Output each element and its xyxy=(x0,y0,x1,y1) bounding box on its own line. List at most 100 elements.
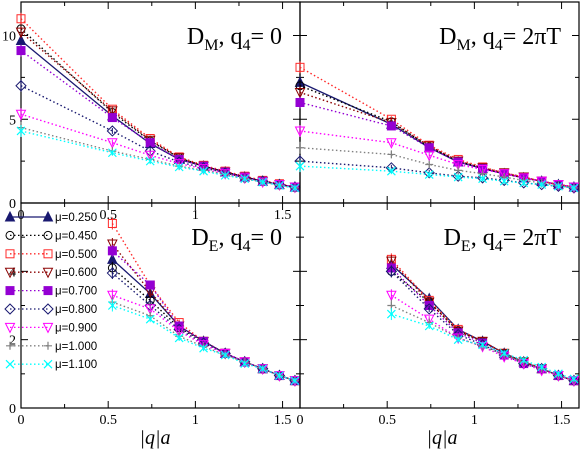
data-point xyxy=(16,126,26,136)
legend: μ=0.250 μ=0.450 μ=0.500 μ=0.600 μ=0.700 μ=0.8… xyxy=(4,210,97,371)
series-line xyxy=(299,66,575,188)
data-point xyxy=(290,376,300,386)
data-point xyxy=(106,267,119,279)
data-point xyxy=(478,174,487,184)
y-tick-label: 2 xyxy=(9,334,16,349)
data-point xyxy=(423,303,435,315)
data-point xyxy=(16,46,26,56)
x-tick-label: 0.5 xyxy=(99,413,117,428)
series-2 xyxy=(386,253,579,386)
data-point xyxy=(145,314,155,324)
legend-marker xyxy=(5,249,15,259)
x-tick-label: 1.5 xyxy=(274,413,292,428)
data-point xyxy=(518,173,530,184)
data-point xyxy=(107,219,117,228)
series-3 xyxy=(107,238,301,387)
data-point xyxy=(478,340,487,350)
series-line xyxy=(20,40,296,188)
data-point xyxy=(424,321,434,331)
panel-1: DM, q4= 2πT xyxy=(294,1,580,204)
title-part: = 2πT xyxy=(503,24,562,50)
legend-entry: μ=0.700 xyxy=(5,286,97,298)
legend-label: μ=1.000 xyxy=(55,341,97,353)
legend-entry: μ=1.000 xyxy=(6,341,97,353)
data-point xyxy=(295,62,305,72)
data-point xyxy=(220,350,230,360)
series-4 xyxy=(16,44,300,192)
data-point xyxy=(387,150,396,159)
data-point xyxy=(519,355,529,365)
data-point xyxy=(107,106,118,117)
series-0 xyxy=(15,34,301,192)
title-subscript: 4 xyxy=(242,37,250,54)
data-point xyxy=(15,27,27,39)
series-8 xyxy=(386,308,579,384)
legend-marker xyxy=(4,303,16,315)
data-point xyxy=(477,165,488,176)
data-point xyxy=(240,359,250,369)
data-point xyxy=(569,374,579,384)
title-part: , q xyxy=(218,24,242,50)
series-line xyxy=(20,28,296,188)
title-part: = 0 xyxy=(250,225,282,251)
series-line xyxy=(299,130,575,188)
data-point xyxy=(386,256,397,268)
data-point xyxy=(295,98,305,107)
series-line xyxy=(20,113,296,188)
panel-title: DE, q4= 2πT xyxy=(444,225,562,255)
series-5 xyxy=(15,79,301,193)
legend-marker xyxy=(43,359,53,369)
series-3 xyxy=(294,86,580,194)
title-subscript: M xyxy=(204,37,218,54)
title-part: , q xyxy=(218,225,242,251)
legend-marker xyxy=(4,267,16,279)
series-5 xyxy=(385,265,580,387)
legend-marker xyxy=(5,230,15,240)
data-point xyxy=(173,326,185,338)
series-3 xyxy=(15,26,301,194)
y-tick-label: 5 xyxy=(9,113,16,128)
series-4 xyxy=(386,261,579,386)
data-point xyxy=(535,363,548,375)
legend-marker xyxy=(4,210,16,222)
data-point xyxy=(386,138,397,149)
series-line xyxy=(390,267,575,382)
data-point xyxy=(386,121,396,131)
series-8 xyxy=(295,160,579,193)
title-part: D xyxy=(187,24,204,50)
data-point xyxy=(553,369,563,379)
data-point xyxy=(295,161,305,171)
data-point xyxy=(499,348,509,358)
legend-label: μ=0.800 xyxy=(55,304,97,316)
x-tick-label: 1 xyxy=(471,413,478,428)
data-point xyxy=(519,178,529,188)
data-point xyxy=(174,333,184,343)
legend-entry: μ=0.250 xyxy=(4,210,97,224)
data-point xyxy=(537,180,547,189)
x-tick-label: 1.5 xyxy=(553,413,571,428)
series-line xyxy=(299,91,575,188)
data-point xyxy=(424,170,434,179)
series-line xyxy=(299,81,575,188)
title-part: = 0 xyxy=(250,24,282,50)
data-point xyxy=(499,176,509,186)
legend-label: μ=0.600 xyxy=(55,267,97,279)
data-point xyxy=(385,265,398,278)
legend-marker xyxy=(5,359,15,369)
series-line xyxy=(299,85,575,188)
data-point xyxy=(258,177,268,187)
legend-label: μ=0.250 xyxy=(55,212,97,224)
series-1 xyxy=(107,261,300,386)
data-point xyxy=(453,335,463,345)
data-point xyxy=(294,126,306,138)
x-tick-label: 0 xyxy=(18,413,25,428)
series-line xyxy=(391,304,575,382)
data-point xyxy=(498,349,510,361)
title-subscript: E xyxy=(209,238,219,255)
y-tick-label: 0 xyxy=(9,197,16,212)
panel-2: 0 0.5 1 1.5 0 2 4DE, q4= 0 xyxy=(9,202,301,428)
series-line xyxy=(299,165,575,189)
data-point xyxy=(386,166,396,176)
